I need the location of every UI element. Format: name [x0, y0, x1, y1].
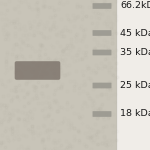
FancyBboxPatch shape	[93, 3, 111, 9]
Bar	[0, 0, 117, 150]
FancyBboxPatch shape	[93, 30, 111, 36]
FancyBboxPatch shape	[93, 50, 111, 55]
FancyBboxPatch shape	[93, 111, 111, 117]
Text: 45 kDa: 45 kDa	[120, 28, 150, 38]
Text: 18 kDa: 18 kDa	[120, 110, 150, 118]
FancyBboxPatch shape	[15, 61, 60, 80]
Text: 66.2kDa: 66.2kDa	[120, 2, 150, 10]
FancyBboxPatch shape	[93, 83, 111, 88]
Text: 25 kDa: 25 kDa	[120, 81, 150, 90]
Text: 35 kDa: 35 kDa	[120, 48, 150, 57]
